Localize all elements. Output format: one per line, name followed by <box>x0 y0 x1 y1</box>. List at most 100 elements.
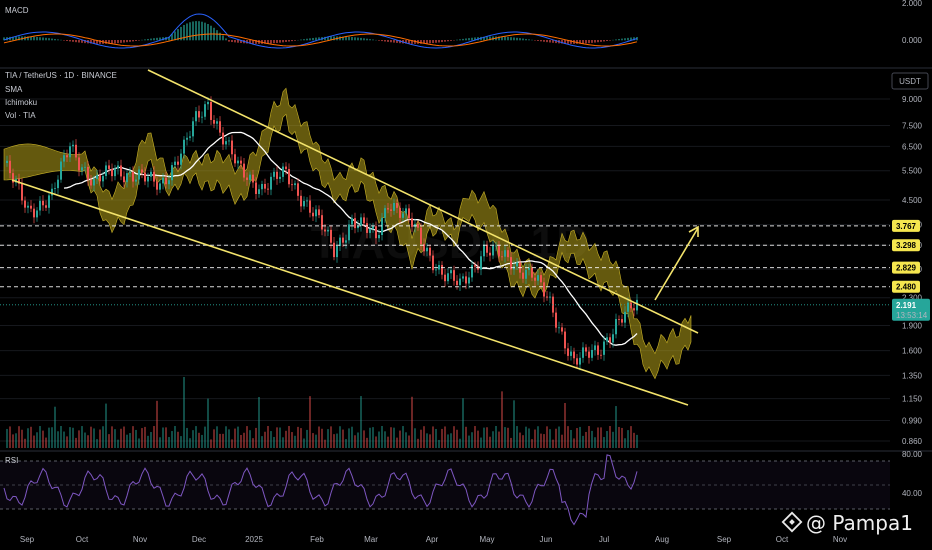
candle-body <box>615 318 617 335</box>
volume-bar <box>180 436 182 448</box>
macd-histogram-bar <box>171 34 173 41</box>
macd-histogram-bar <box>99 40 101 44</box>
candle-body <box>384 208 386 218</box>
candle-body <box>177 161 179 165</box>
volume-bar <box>255 427 257 448</box>
macd-histogram-bar <box>240 40 242 44</box>
last-price-badge <box>892 298 930 321</box>
macd-histogram-bar <box>456 39 458 41</box>
macd-histogram-bar <box>618 39 620 41</box>
candle-body <box>438 264 440 270</box>
macd-histogram-bar <box>570 40 572 44</box>
volume-bar <box>468 435 470 448</box>
candle-body <box>561 327 563 332</box>
candle-body <box>633 308 635 311</box>
candle-body <box>492 245 494 256</box>
volume-bar <box>537 426 539 448</box>
last-price-label: 2.191 <box>896 301 917 310</box>
candle-body <box>318 209 320 216</box>
volume-bar <box>198 432 200 448</box>
volume-bar <box>144 426 146 448</box>
candle-body <box>84 166 86 168</box>
time-axis-label: Jul <box>599 535 609 544</box>
candle-body <box>297 183 299 196</box>
volume-bar <box>27 428 29 448</box>
time-axis-label: Aug <box>655 535 669 544</box>
time-axis-label: Sep <box>20 535 35 544</box>
macd-histogram-bar <box>48 38 50 41</box>
macd-histogram-bar <box>195 21 197 41</box>
volume-bar <box>480 437 482 448</box>
candle-body <box>393 202 395 211</box>
candle-body <box>402 213 404 218</box>
candle-body <box>543 282 545 297</box>
candle-body <box>102 176 104 182</box>
volume-bar <box>549 429 551 448</box>
candle-body <box>315 209 317 217</box>
candle-body <box>159 183 161 190</box>
macd-histogram-bar <box>3 37 5 41</box>
macd-histogram-bar <box>90 40 92 44</box>
volume-bar <box>162 427 164 448</box>
candle-body <box>303 200 305 207</box>
macd-histogram-bar <box>303 39 305 41</box>
indicator-volume-label[interactable]: Vol · TIA <box>5 111 36 120</box>
volume-bar <box>498 431 500 448</box>
macd-histogram-bar <box>120 40 122 43</box>
volume-bar <box>93 428 95 448</box>
volume-bar <box>630 426 632 448</box>
volume-bar <box>375 436 377 448</box>
candle-body <box>321 215 323 230</box>
macd-histogram-bar <box>216 30 218 41</box>
candle-body <box>327 229 329 232</box>
volume-bar <box>324 439 326 448</box>
candle-body <box>33 208 35 218</box>
candle-body <box>594 345 596 350</box>
macd-tick-zero: 0.000 <box>902 36 923 45</box>
volume-bar <box>339 426 341 448</box>
candle-body <box>372 226 374 229</box>
volume-bar <box>303 438 305 448</box>
macd-histogram-bar <box>54 38 56 41</box>
volume-bar <box>477 430 479 448</box>
macd-histogram-bar <box>312 37 314 41</box>
macd-histogram-bar <box>546 40 548 43</box>
macd-histogram-bar <box>549 40 551 43</box>
candle-body <box>72 144 74 147</box>
volume-bar <box>510 437 512 448</box>
candle-body <box>144 172 146 182</box>
candle-body <box>276 171 278 179</box>
volume-bar <box>597 427 599 448</box>
volume-bar <box>330 426 332 448</box>
volume-bar <box>78 430 80 448</box>
candle-body <box>69 146 71 158</box>
volume-bar <box>18 426 20 448</box>
volume-bar <box>558 426 560 448</box>
volume-bar <box>432 426 434 448</box>
macd-histogram-bar <box>189 22 191 41</box>
indicator-sma-label[interactable]: SMA <box>5 85 23 94</box>
macd-histogram-bar <box>255 40 257 44</box>
candle-body <box>285 166 287 170</box>
macd-histogram-bar <box>276 40 278 43</box>
indicator-ichimoku-label[interactable]: Ichimoku <box>5 98 37 107</box>
time-axis[interactable]: Sep Oct Nov Dec 2025 Feb Mar Apr May Jun Jul Aug Sep… <box>20 535 847 544</box>
price-panel: TIAUSDT, 1D TIA / TetherUS · 1D · BINANC… <box>0 69 930 448</box>
volume-bar <box>528 428 530 448</box>
macd-histogram-bar <box>357 37 359 41</box>
volume-bar <box>441 428 443 448</box>
volume-bar <box>381 426 383 448</box>
candle-body <box>168 180 170 185</box>
level-badge <box>892 219 920 232</box>
macd-histogram-bar <box>630 37 632 41</box>
candle-body <box>291 184 293 186</box>
macd-histogram-bar <box>621 38 623 41</box>
currency-button[interactable]: USDT <box>891 72 929 90</box>
candle-body <box>252 174 254 183</box>
macd-histogram-bar <box>327 36 329 41</box>
volume-bar <box>429 434 431 448</box>
candle-body <box>537 275 539 281</box>
candle-body <box>99 175 101 182</box>
price-tick-label: 7.500 <box>902 122 923 131</box>
